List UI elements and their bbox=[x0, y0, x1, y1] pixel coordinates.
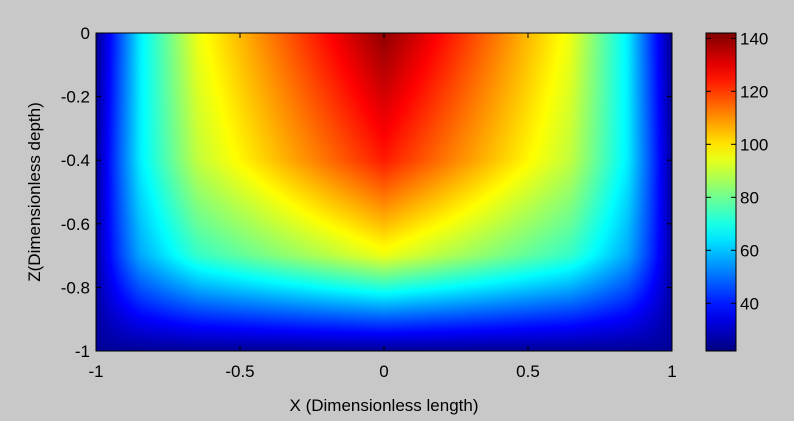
x-tick-label: 1 bbox=[667, 362, 676, 381]
y-tick-label: 0 bbox=[81, 24, 90, 43]
y-tick-label: -0.2 bbox=[61, 88, 90, 107]
colorbar-tick-label: 40 bbox=[740, 294, 759, 313]
x-tick-label: -0.5 bbox=[225, 362, 254, 381]
y-axis: 0 -0.2 -0.4 -0.6 -0.8 -1 bbox=[61, 24, 672, 361]
y-tick-label: -0.6 bbox=[61, 215, 90, 234]
y-tick-label: -0.8 bbox=[61, 278, 90, 297]
colorbar-tick-label: 120 bbox=[740, 82, 768, 101]
heatmap-image bbox=[96, 33, 672, 351]
x-tick-label: -1 bbox=[88, 362, 103, 381]
y-tick-label: -1 bbox=[75, 342, 90, 361]
x-axis-label: X (Dimensionless length) bbox=[290, 396, 479, 415]
plot-area: -1 -0.5 0 0.5 1 0 -0.2 -0.4 -0.6 -0.8 -1 X (Dimen… bbox=[25, 24, 677, 415]
y-tick-label: -0.4 bbox=[61, 151, 90, 170]
colorbar-gradient bbox=[705, 32, 737, 352]
y-axis-label: Z(Dimensionless depth) bbox=[25, 102, 44, 282]
colorbar: 40 60 80 100 120 140 bbox=[705, 29, 768, 352]
x-axis: -1 -0.5 0 0.5 1 bbox=[88, 33, 677, 381]
x-tick-label: 0.5 bbox=[516, 362, 540, 381]
colorbar-tick-label: 60 bbox=[740, 241, 759, 260]
colorbar-tick-label: 140 bbox=[740, 29, 768, 48]
colorbar-tick-label: 100 bbox=[740, 135, 768, 154]
colorbar-tick-label: 80 bbox=[740, 188, 759, 207]
x-tick-label: 0 bbox=[379, 362, 388, 381]
colorbar-ticks: 40 60 80 100 120 140 bbox=[706, 29, 768, 313]
